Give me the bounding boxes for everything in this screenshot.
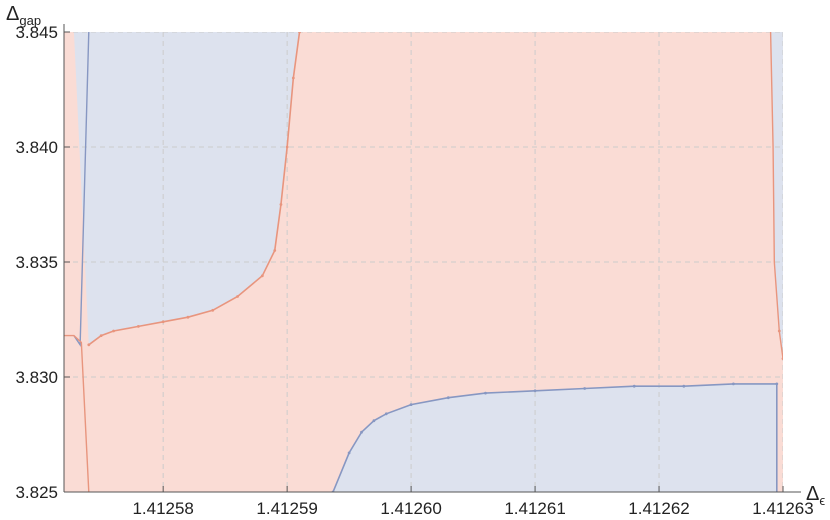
lower-boundary-point-10 [632, 384, 636, 388]
allowed-region-lower [333, 383, 777, 492]
left-edge-boundary-curve [73, 32, 90, 348]
x-tick-label-4: 1.41262 [628, 499, 689, 518]
upper-boundary-point-10 [279, 203, 283, 206]
lower-boundary-curve [332, 383, 777, 492]
x-tick-label-2: 1.41260 [380, 499, 441, 518]
lower-boundary-point-2 [360, 430, 363, 434]
lower-boundary-point-6 [446, 396, 450, 400]
y-tick-label-3: 3.840 [15, 138, 58, 157]
x-tick-label-5: 1.41263 [752, 499, 813, 518]
upper-boundary-point-8 [260, 274, 264, 278]
right-boundary-point-1 [781, 357, 783, 360]
lower-boundary-point-3 [372, 419, 376, 423]
lower-boundary-point-5 [409, 403, 413, 406]
y-tick-label-4: 3.845 [15, 23, 58, 42]
y-tick-label-0: 3.825 [15, 483, 58, 502]
right-boundary-point-3 [794, 383, 797, 386]
right-boundary-point-0 [777, 329, 781, 333]
left-edge-feature-curve [64, 334, 90, 492]
upper-boundary-point-4 [161, 320, 165, 324]
lower-boundary-point-9 [583, 387, 587, 390]
upper-boundary-point-2 [112, 329, 115, 333]
upper-boundary-point-1 [99, 334, 103, 337]
upper-boundary-point-9 [273, 249, 277, 252]
lower-boundary-point-8 [533, 389, 537, 393]
upper-boundary-point-5 [186, 315, 190, 319]
lower-boundary-point-7 [484, 391, 487, 395]
upper-boundary-curve [88, 32, 301, 346]
right-boundary-point-2 [787, 371, 790, 374]
lower-boundary-point-12 [732, 382, 735, 386]
x-axis-title: Δϵ [806, 483, 825, 508]
upper-boundary-point-13 [298, 32, 301, 34]
upper-boundary-point-0 [87, 343, 91, 347]
y-axis-title: Δgap [6, 3, 41, 28]
lower-boundary-point-1 [347, 451, 351, 455]
upper-boundary-point-3 [136, 325, 140, 328]
upper-boundary-point-12 [291, 76, 295, 80]
x-tick-label-0: 1.41258 [132, 499, 193, 518]
left-edge-marker [49, 333, 53, 337]
upper-boundary-point-7 [236, 295, 239, 298]
y-tick-label-2: 3.835 [15, 253, 58, 272]
allowed-region-upper-left [73, 32, 300, 345]
x-tick-label-1: 1.41259 [256, 499, 317, 518]
x-tick-label-3: 1.41261 [504, 499, 565, 518]
upper-boundary-point-11 [285, 145, 289, 149]
upper-boundary-point-6 [211, 308, 215, 312]
lower-boundary-point-11 [682, 384, 686, 388]
lower-boundary-point-4 [384, 412, 388, 416]
plot-area [49, 32, 797, 492]
y-tick-label-1: 3.830 [15, 368, 58, 387]
